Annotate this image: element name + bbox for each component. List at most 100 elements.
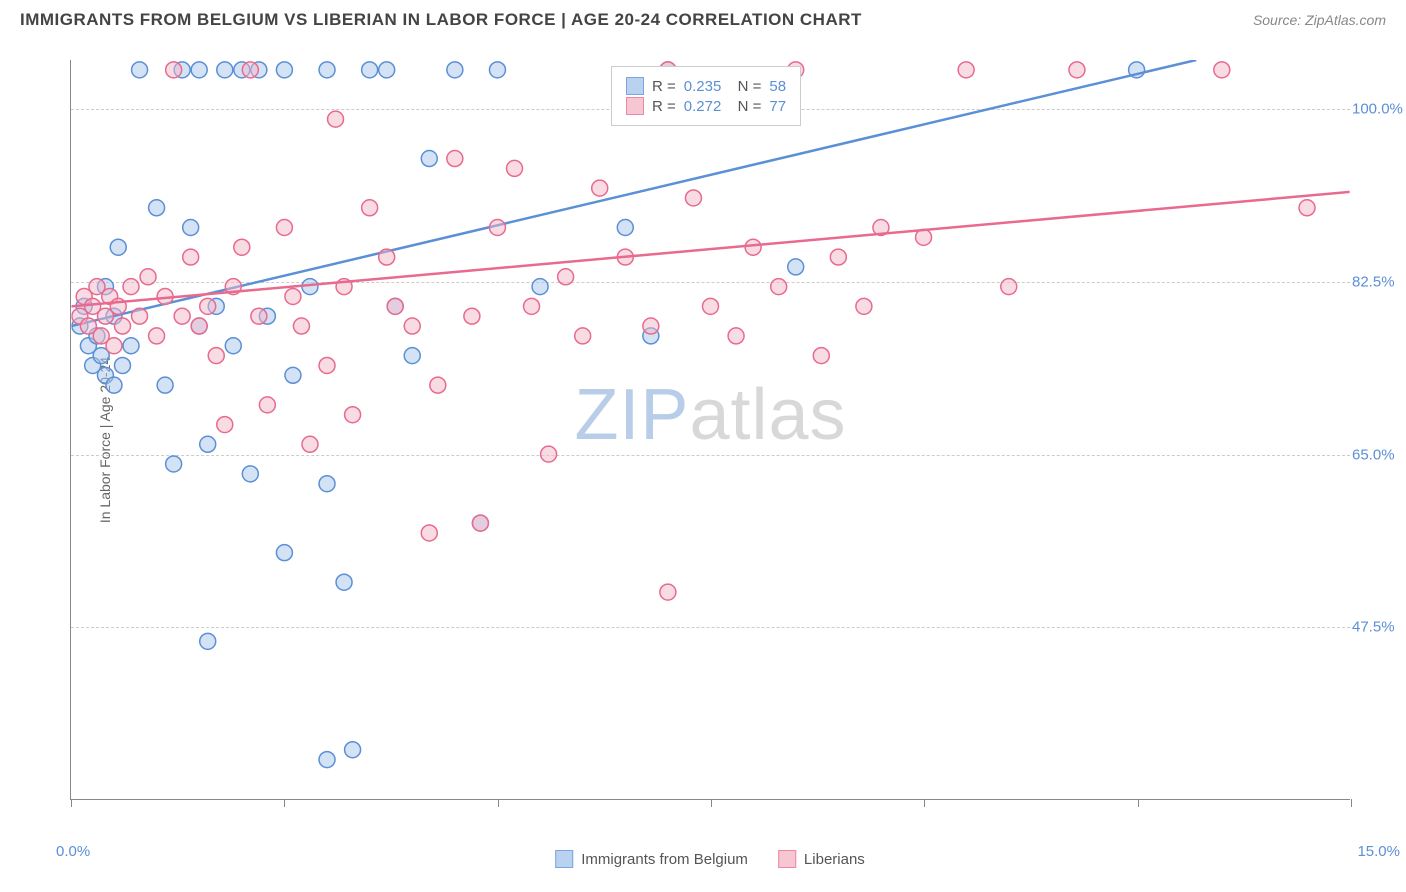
plot-area: ZIPatlas R = 0.235 N = 58 R = 0.272 N = … <box>70 60 1350 800</box>
data-point <box>208 348 224 364</box>
data-point <box>319 752 335 768</box>
data-point <box>345 407 361 423</box>
data-point <box>1214 62 1230 78</box>
data-point <box>319 476 335 492</box>
data-point <box>745 239 761 255</box>
swatch-liberians <box>626 97 644 115</box>
data-point <box>404 318 420 334</box>
data-point <box>362 62 378 78</box>
data-point <box>958 62 974 78</box>
data-point <box>293 318 309 334</box>
series-legend: Immigrants from Belgium Liberians <box>555 850 865 868</box>
data-point <box>259 397 275 413</box>
data-point <box>421 151 437 167</box>
data-point <box>149 328 165 344</box>
data-point <box>507 160 523 176</box>
x-tick-mark <box>498 799 499 807</box>
data-point <box>191 62 207 78</box>
data-point <box>328 111 344 127</box>
legend-item-belgium: Immigrants from Belgium <box>555 850 748 868</box>
correlation-row-belgium: R = 0.235 N = 58 <box>626 77 786 95</box>
data-point <box>302 436 318 452</box>
data-point <box>183 249 199 265</box>
data-point <box>217 417 233 433</box>
data-point <box>115 318 131 334</box>
x-tick-15: 15.0% <box>1357 843 1400 860</box>
data-point <box>106 338 122 354</box>
swatch-belgium-icon <box>555 850 573 868</box>
data-point <box>115 357 131 373</box>
data-point <box>200 298 216 314</box>
data-point <box>379 62 395 78</box>
data-point <box>140 269 156 285</box>
data-point <box>132 308 148 324</box>
data-point <box>1001 279 1017 295</box>
data-point <box>703 298 719 314</box>
data-point <box>276 220 292 236</box>
data-point <box>524 298 540 314</box>
swatch-belgium <box>626 77 644 95</box>
data-point <box>447 62 463 78</box>
data-point <box>123 279 139 295</box>
data-point <box>174 308 190 324</box>
data-point <box>200 436 216 452</box>
swatch-liberians-icon <box>778 850 796 868</box>
data-point <box>166 456 182 472</box>
data-point <box>464 308 480 324</box>
data-point <box>447 151 463 167</box>
data-point <box>336 574 352 590</box>
data-point <box>110 239 126 255</box>
data-point <box>685 190 701 206</box>
data-point <box>319 357 335 373</box>
data-point <box>592 180 608 196</box>
data-point <box>617 220 633 236</box>
data-point <box>541 446 557 462</box>
data-point <box>242 62 258 78</box>
data-point <box>1069 62 1085 78</box>
data-point <box>387 298 403 314</box>
data-point <box>200 633 216 649</box>
data-point <box>643 318 659 334</box>
chart-container: In Labor Force | Age 20-24 ZIPatlas R = … <box>40 50 1380 830</box>
data-point <box>1299 200 1315 216</box>
data-point <box>430 377 446 393</box>
data-point <box>183 220 199 236</box>
data-point <box>660 584 676 600</box>
trend-line <box>71 188 1350 306</box>
data-point <box>276 545 292 561</box>
x-tick-mark <box>711 799 712 807</box>
data-point <box>166 62 182 78</box>
data-point <box>123 338 139 354</box>
data-point <box>234 239 250 255</box>
data-point <box>813 348 829 364</box>
data-point <box>489 62 505 78</box>
data-point <box>771 279 787 295</box>
data-point <box>157 377 173 393</box>
data-point <box>532 279 548 295</box>
chart-source: Source: ZipAtlas.com <box>1253 12 1386 28</box>
chart-svg <box>71 60 1350 799</box>
x-tick-mark <box>924 799 925 807</box>
data-point <box>251 308 267 324</box>
x-tick-mark <box>71 799 72 807</box>
data-point <box>489 220 505 236</box>
data-point <box>472 515 488 531</box>
data-point <box>830 249 846 265</box>
data-point <box>285 288 301 304</box>
data-point <box>728 328 744 344</box>
x-tick-0: 0.0% <box>56 843 90 860</box>
y-tick-label: 47.5% <box>1352 619 1406 636</box>
y-tick-label: 82.5% <box>1352 274 1406 291</box>
data-point <box>856 298 872 314</box>
data-point <box>225 338 241 354</box>
y-tick-label: 100.0% <box>1352 101 1406 118</box>
data-point <box>217 62 233 78</box>
correlation-row-liberians: R = 0.272 N = 77 <box>626 97 786 115</box>
y-tick-label: 65.0% <box>1352 446 1406 463</box>
legend-item-liberians: Liberians <box>778 850 865 868</box>
data-point <box>788 259 804 275</box>
correlation-legend: R = 0.235 N = 58 R = 0.272 N = 77 <box>611 66 801 126</box>
x-tick-mark <box>1351 799 1352 807</box>
data-point <box>404 348 420 364</box>
data-point <box>558 269 574 285</box>
